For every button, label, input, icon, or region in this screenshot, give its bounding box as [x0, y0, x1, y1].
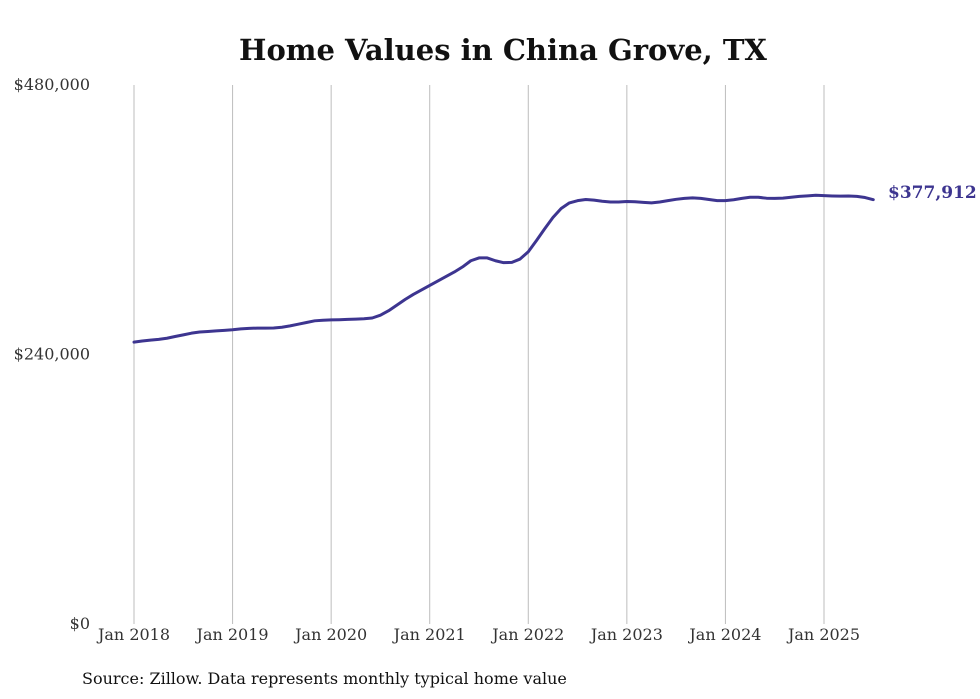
- source-note: Source: Zillow. Data represents monthly …: [82, 669, 567, 688]
- x-axis-tick-labels: Jan 2018 Jan 2019 Jan 2020 Jan 2021 Jan 2022…: [96, 625, 860, 644]
- x-tick-label: Jan 2023: [589, 625, 663, 644]
- x-tick-label: Jan 2018: [96, 625, 170, 644]
- y-tick-label: $0: [70, 614, 90, 633]
- vertical-gridlines: [133, 85, 825, 624]
- y-axis-tick-labels: $0 $240,000 $480,000: [14, 75, 90, 633]
- series-line: [132, 193, 875, 344]
- x-tick-label: Jan 2020: [293, 625, 367, 644]
- x-tick-label: Jan 2025: [786, 625, 860, 644]
- x-tick-label: Jan 2024: [687, 625, 761, 644]
- x-tick-label: Jan 2022: [490, 625, 564, 644]
- series-layer: [132, 193, 875, 344]
- x-tick-label: Jan 2019: [195, 625, 269, 644]
- end-value-label: $377,912: [888, 183, 977, 203]
- chart-title: Home Values in China Grove, TX: [239, 33, 767, 67]
- y-tick-label: $240,000: [14, 345, 90, 364]
- y-tick-label: $480,000: [14, 75, 90, 94]
- x-tick-label: Jan 2021: [392, 625, 466, 644]
